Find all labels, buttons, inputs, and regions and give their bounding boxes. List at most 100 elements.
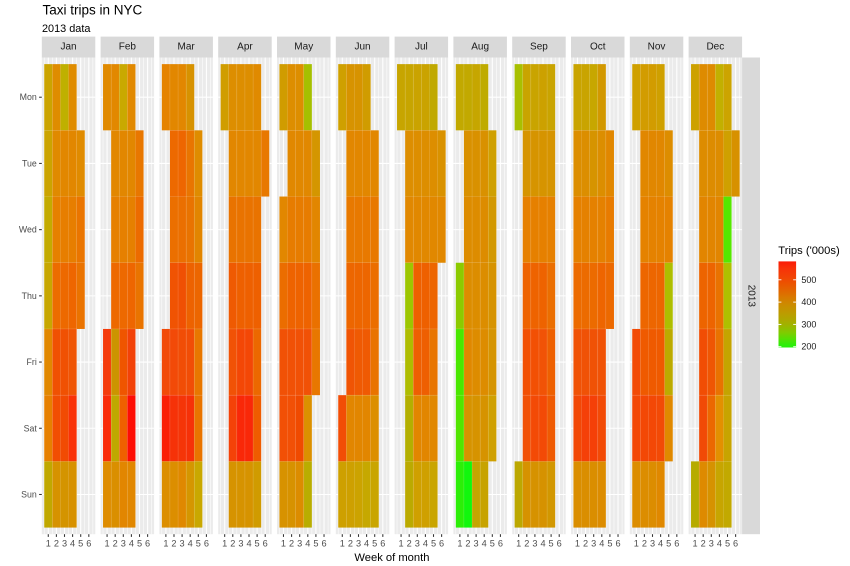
svg-text:1: 1 — [163, 538, 168, 548]
svg-text:6: 6 — [557, 538, 562, 548]
svg-text:Apr: Apr — [237, 42, 253, 53]
svg-text:1: 1 — [457, 538, 462, 548]
svg-text:5: 5 — [666, 538, 671, 548]
svg-text:Nov: Nov — [648, 42, 666, 53]
svg-text:1: 1 — [340, 538, 345, 548]
svg-text:3: 3 — [709, 538, 714, 548]
svg-text:3: 3 — [297, 538, 302, 548]
svg-text:Oct: Oct — [590, 42, 606, 53]
svg-text:500: 500 — [801, 275, 816, 285]
svg-text:5: 5 — [549, 538, 554, 548]
svg-text:3: 3 — [238, 538, 243, 548]
svg-text:4: 4 — [305, 538, 310, 548]
svg-text:1: 1 — [634, 538, 639, 548]
svg-text:5: 5 — [196, 538, 201, 548]
svg-text:Trips ('000s): Trips ('000s) — [778, 245, 840, 257]
svg-text:6: 6 — [380, 538, 385, 548]
svg-text:2: 2 — [348, 538, 353, 548]
svg-text:3: 3 — [650, 538, 655, 548]
svg-text:6: 6 — [263, 538, 268, 548]
svg-text:1: 1 — [399, 538, 404, 548]
svg-text:Mar: Mar — [178, 42, 196, 53]
svg-text:Wed: Wed — [19, 225, 37, 235]
svg-text:6: 6 — [674, 538, 679, 548]
svg-text:Fri: Fri — [27, 357, 37, 367]
svg-text:2: 2 — [701, 538, 706, 548]
svg-text:4: 4 — [129, 538, 134, 548]
svg-text:6: 6 — [145, 538, 150, 548]
svg-text:2: 2 — [465, 538, 470, 548]
svg-text:2: 2 — [407, 538, 412, 548]
svg-text:2: 2 — [54, 538, 59, 548]
svg-text:6: 6 — [498, 538, 503, 548]
svg-text:4: 4 — [540, 538, 545, 548]
svg-text:4: 4 — [364, 538, 369, 548]
svg-text:4: 4 — [717, 538, 722, 548]
svg-text:2: 2 — [583, 538, 588, 548]
svg-text:4: 4 — [599, 538, 604, 548]
svg-text:300: 300 — [801, 319, 816, 329]
svg-text:5: 5 — [255, 538, 260, 548]
svg-text:1: 1 — [693, 538, 698, 548]
svg-text:4: 4 — [423, 538, 428, 548]
svg-text:3: 3 — [62, 538, 67, 548]
svg-text:6: 6 — [733, 538, 738, 548]
svg-text:3: 3 — [356, 538, 361, 548]
svg-text:Jun: Jun — [354, 42, 370, 53]
svg-text:4: 4 — [70, 538, 75, 548]
svg-text:6: 6 — [204, 538, 209, 548]
svg-text:5: 5 — [490, 538, 495, 548]
svg-text:3: 3 — [591, 538, 596, 548]
svg-text:5: 5 — [313, 538, 318, 548]
svg-text:Tue: Tue — [22, 158, 37, 168]
svg-text:5: 5 — [78, 538, 83, 548]
svg-text:2: 2 — [171, 538, 176, 548]
svg-text:6: 6 — [439, 538, 444, 548]
svg-text:6: 6 — [86, 538, 91, 548]
svg-text:1: 1 — [281, 538, 286, 548]
svg-text:Jan: Jan — [60, 42, 76, 53]
svg-text:1: 1 — [105, 538, 110, 548]
svg-text:1: 1 — [516, 538, 521, 548]
svg-text:May: May — [294, 42, 313, 53]
svg-text:4: 4 — [246, 538, 251, 548]
svg-text:5: 5 — [372, 538, 377, 548]
svg-text:5: 5 — [607, 538, 612, 548]
svg-text:200: 200 — [801, 342, 816, 352]
svg-text:6: 6 — [615, 538, 620, 548]
svg-text:Thu: Thu — [22, 291, 37, 301]
svg-text:2: 2 — [230, 538, 235, 548]
svg-text:2013 data: 2013 data — [42, 23, 91, 35]
svg-text:1: 1 — [575, 538, 580, 548]
svg-text:2: 2 — [642, 538, 647, 548]
svg-text:3: 3 — [415, 538, 420, 548]
svg-text:5: 5 — [137, 538, 142, 548]
svg-text:2: 2 — [113, 538, 118, 548]
svg-text:Mon: Mon — [20, 92, 37, 102]
svg-text:4: 4 — [658, 538, 663, 548]
svg-text:400: 400 — [801, 297, 816, 307]
svg-text:Jul: Jul — [415, 42, 428, 53]
svg-text:Feb: Feb — [119, 42, 137, 53]
svg-text:3: 3 — [121, 538, 126, 548]
svg-text:Sat: Sat — [24, 423, 38, 433]
svg-text:Week of month: Week of month — [354, 552, 429, 564]
svg-text:Sun: Sun — [21, 489, 37, 499]
svg-text:1: 1 — [222, 538, 227, 548]
svg-text:2: 2 — [289, 538, 294, 548]
svg-text:4: 4 — [188, 538, 193, 548]
svg-text:4: 4 — [482, 538, 487, 548]
svg-text:Sep: Sep — [530, 42, 548, 53]
svg-text:5: 5 — [431, 538, 436, 548]
svg-text:Dec: Dec — [706, 42, 724, 53]
svg-text:3: 3 — [180, 538, 185, 548]
svg-text:3: 3 — [474, 538, 479, 548]
svg-text:Taxi trips in NYC: Taxi trips in NYC — [43, 2, 143, 17]
svg-text:2: 2 — [524, 538, 529, 548]
svg-text:Aug: Aug — [471, 42, 489, 53]
svg-text:3: 3 — [532, 538, 537, 548]
svg-text:1: 1 — [46, 538, 51, 548]
svg-text:5: 5 — [725, 538, 730, 548]
svg-text:6: 6 — [321, 538, 326, 548]
svg-text:2013: 2013 — [746, 285, 757, 308]
